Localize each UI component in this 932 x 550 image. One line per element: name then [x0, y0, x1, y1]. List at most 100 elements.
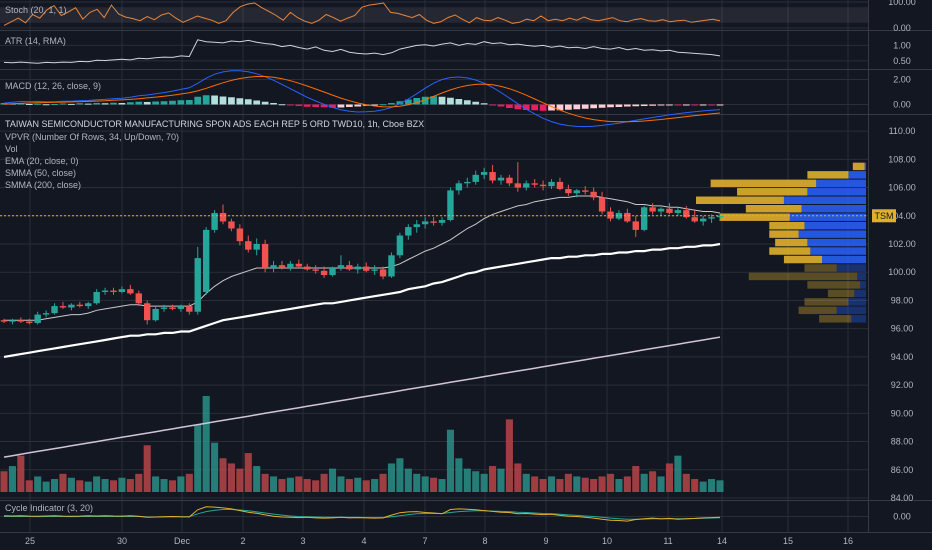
candle-body [177, 306, 185, 309]
volume-bar [109, 480, 118, 492]
volume-bar [581, 477, 589, 492]
volume-bar [51, 479, 59, 492]
macd-histogram-bar [101, 103, 109, 105]
candle-body [93, 291, 100, 304]
cycle-pane[interactable] [3, 506, 721, 522]
volume-bar [387, 463, 396, 492]
macd-histogram-bar [160, 101, 168, 105]
price-tick-label: 106.00 [888, 183, 916, 193]
volume-bar [17, 455, 25, 492]
price-tick-label: 100.00 [888, 267, 916, 277]
price-tick-label: 108.00 [888, 154, 916, 164]
candle-body [245, 241, 252, 250]
volume-bar [682, 473, 690, 492]
volume-bar [615, 479, 623, 492]
macd-histogram-bar [219, 96, 227, 105]
volume-bar [118, 477, 126, 492]
price-axis[interactable]: 100.00 0.00 1.00 0.50 2.00 0.00 110.00 108.00 10… [888, 0, 916, 522]
volume-bar [404, 468, 412, 492]
macd-histogram-bar [59, 103, 67, 105]
macd-histogram-bar [93, 103, 101, 105]
macd-title: MACD (12, 26, close, 9) [5, 81, 101, 91]
volume-profile-up [836, 306, 866, 315]
volume-bar [320, 473, 328, 492]
candle-body [110, 290, 117, 292]
candle-body [716, 215, 724, 218]
macd-histogram-bar [177, 100, 185, 105]
candle-body [421, 221, 429, 225]
candle-body [598, 197, 606, 212]
candle-body [337, 265, 345, 268]
atr-tick-label: 0.50 [893, 56, 911, 66]
time-tick-label: 2 [240, 536, 245, 546]
volume-profile-down [807, 281, 861, 289]
candle-body [278, 265, 286, 268]
candle-body [607, 211, 614, 219]
volume-bar [354, 477, 362, 492]
macd-histogram-bar [143, 102, 151, 105]
candle-body [194, 258, 201, 312]
volume-profile-down [827, 289, 855, 298]
volume-profile-up [836, 264, 866, 272]
time-tick-label: 4 [361, 536, 366, 546]
macd-histogram-bar [632, 104, 640, 107]
candle-body [489, 172, 496, 181]
candle-body [9, 320, 16, 322]
candle-body [523, 183, 530, 188]
time-axis[interactable]: 25 30 Dec 2 3 4 7 8 9 10 11 14 15 16 [25, 536, 853, 546]
ema-20-line [4, 195, 721, 321]
volume-bar [202, 396, 210, 492]
cycle-line [3, 506, 721, 522]
volume-bar [261, 473, 269, 492]
volume-bar [674, 455, 682, 492]
macd-pane[interactable] [0, 70, 724, 128]
candle-body [472, 174, 479, 182]
volume-bar [177, 476, 185, 492]
volume-bar [556, 479, 564, 492]
macd-histogram-bar [590, 104, 598, 109]
volume-bar [0, 471, 8, 492]
candle-body [699, 218, 707, 222]
macd-histogram-bar [472, 101, 480, 105]
volume-bar [295, 476, 303, 492]
macd-histogram-bar [270, 103, 277, 105]
time-tick-label: 7 [422, 536, 427, 546]
price-pane[interactable] [0, 162, 868, 492]
macd-histogram-bar [699, 104, 707, 106]
candle-body [118, 289, 126, 292]
volume-bar [514, 463, 522, 492]
macd-histogram-bar [354, 104, 362, 107]
stoch-pane[interactable] [0, 2, 868, 26]
price-tick-label: 92.00 [891, 380, 914, 390]
atr-pane[interactable] [3, 39, 721, 64]
volume-bar [303, 479, 311, 492]
smma-50-line [3, 242, 721, 358]
candle-body [354, 266, 361, 270]
volume-bar [665, 463, 673, 492]
candle-body [632, 221, 639, 230]
volume-profile-down [748, 272, 858, 281]
time-tick-label: 25 [25, 536, 35, 546]
volume-bar [328, 468, 337, 492]
candle-body [219, 212, 227, 222]
candle-body [548, 181, 555, 187]
price-tick-label: 104.00 [888, 211, 916, 221]
legend-vol: Vol [5, 144, 18, 154]
volume-bar [371, 479, 379, 492]
macd-histogram-bar [345, 104, 353, 107]
volume-bar [438, 479, 446, 492]
candle-body [708, 217, 715, 219]
volume-profile-up [801, 204, 866, 213]
volume-bar [539, 479, 547, 492]
atr-line [3, 39, 721, 64]
volume-bar [362, 480, 370, 492]
macd-histogram-bar [211, 95, 218, 105]
macd-histogram-bar [708, 104, 715, 106]
candle-body [202, 229, 210, 292]
legend-smma-200: SMMA (200, close) [5, 180, 81, 190]
macd-histogram-bar [682, 104, 690, 106]
macd-histogram-bar [278, 104, 286, 106]
candle-body [34, 314, 41, 324]
volume-profile-up [848, 298, 866, 306]
